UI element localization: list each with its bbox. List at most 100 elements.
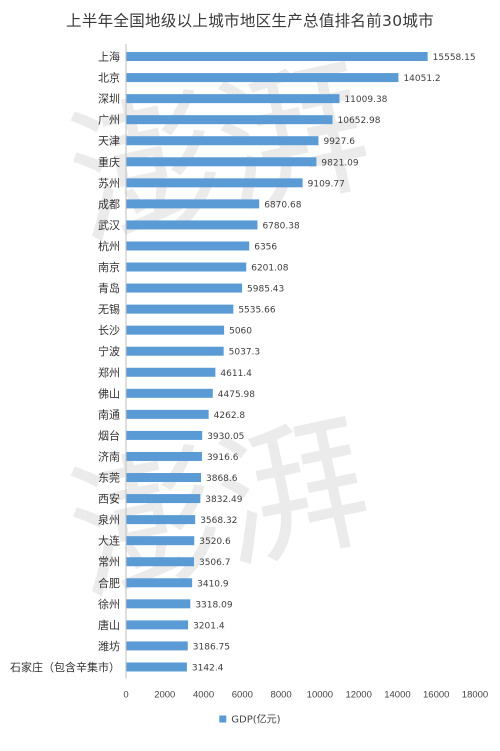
bar (126, 178, 303, 188)
bar (126, 451, 202, 461)
category-label: 郑州 (98, 365, 120, 379)
value-label: 3410.9 (197, 579, 229, 589)
bar (126, 662, 187, 672)
bar (126, 262, 247, 272)
value-label: 3506.7 (199, 558, 231, 568)
bar (126, 283, 243, 293)
bar (126, 157, 317, 167)
bar (126, 94, 340, 104)
category-label: 重庆 (98, 155, 120, 169)
x-tick-label: 2000 (154, 690, 175, 701)
chart-title: 上半年全国地级以上城市地区生产总值排名前30城市 (66, 12, 434, 30)
category-label: 烟台 (98, 428, 120, 442)
category-label: 深圳 (98, 93, 120, 106)
bar (126, 536, 195, 546)
value-label: 3832.49 (205, 495, 242, 505)
x-tick-label: 18000 (462, 690, 488, 701)
x-tick-label: 8000 (271, 690, 292, 701)
category-label: 北京 (98, 71, 120, 85)
value-label: 3930.05 (207, 432, 244, 442)
bar (126, 73, 399, 83)
value-label: 5060 (229, 327, 252, 337)
category-label: 宁波 (98, 344, 120, 358)
category-label: 无锡 (98, 302, 120, 316)
bar (126, 620, 189, 630)
value-label: 4262.8 (214, 411, 246, 421)
bar (126, 367, 216, 377)
value-label: 11009.38 (344, 95, 387, 105)
category-label: 苏州 (98, 177, 120, 190)
legend-swatch (219, 715, 227, 723)
value-label: 5985.43 (247, 285, 284, 295)
category-label: 合肥 (98, 576, 120, 590)
bar (126, 325, 225, 335)
category-label: 常州 (98, 556, 120, 569)
bar (126, 473, 202, 483)
value-label: 9821.09 (321, 158, 358, 168)
category-label: 石家庄（包含辛集市） (10, 660, 120, 674)
value-label: 3916.6 (207, 453, 239, 463)
bar (126, 52, 428, 62)
x-tick-label: 10000 (307, 690, 333, 701)
value-label: 6201.08 (251, 264, 288, 274)
value-label: 3142.4 (192, 663, 224, 673)
category-label: 佛山 (98, 387, 120, 400)
category-label: 泉州 (98, 513, 120, 527)
bar (126, 515, 196, 525)
category-label: 杭州 (98, 239, 120, 253)
category-label: 济南 (98, 449, 120, 463)
value-label: 6356 (254, 242, 277, 252)
value-label: 3568.32 (200, 516, 237, 526)
bar (126, 641, 188, 651)
value-label: 5535.66 (238, 306, 275, 316)
value-label: 5037.3 (229, 348, 260, 358)
value-label: 9109.77 (308, 179, 345, 189)
x-tick-label: 6000 (232, 690, 253, 701)
value-label: 3868.6 (206, 474, 238, 484)
bar (126, 115, 333, 125)
value-label: 3186.75 (193, 642, 230, 652)
value-label: 15558.15 (433, 53, 476, 63)
bar (126, 136, 319, 146)
category-label: 南通 (98, 408, 120, 421)
category-label: 东莞 (98, 472, 120, 485)
category-label: 上海 (98, 50, 120, 64)
value-label: 14051.2 (403, 74, 440, 84)
bar (126, 241, 250, 251)
bar (126, 346, 224, 356)
legend-label: GDP(亿元) (231, 713, 280, 726)
bar (126, 199, 260, 209)
category-label: 西安 (98, 492, 120, 506)
value-label: 3201.4 (193, 621, 225, 631)
x-tick-label: 16000 (423, 690, 449, 701)
bar (126, 409, 209, 419)
value-label: 6780.38 (262, 221, 299, 231)
bar (126, 388, 213, 398)
category-label: 成都 (98, 198, 120, 211)
x-tick-label: 0 (123, 690, 128, 701)
x-tick-label: 14000 (384, 690, 410, 701)
value-label: 4611.4 (220, 369, 252, 379)
x-tick-label: 4000 (193, 690, 214, 701)
value-label: 6870.68 (264, 200, 301, 210)
category-label: 武汉 (98, 219, 120, 232)
category-label: 青岛 (98, 281, 120, 295)
bar (126, 578, 193, 588)
value-label: 3318.09 (195, 600, 232, 610)
bar (126, 557, 194, 567)
category-label: 徐州 (98, 597, 120, 611)
value-label: 4475.98 (218, 390, 255, 400)
bar (126, 304, 234, 314)
value-label: 3520.6 (199, 537, 231, 547)
category-label: 大连 (98, 534, 120, 548)
category-label: 南京 (98, 260, 120, 274)
value-label: 10652.98 (338, 116, 381, 126)
category-label: 长沙 (98, 324, 120, 337)
value-label: 9927.6 (323, 137, 355, 147)
bar (126, 494, 201, 504)
bar (126, 599, 191, 609)
category-label: 唐山 (98, 618, 120, 632)
category-label: 潍坊 (98, 639, 120, 653)
x-tick-label: 12000 (345, 690, 371, 701)
